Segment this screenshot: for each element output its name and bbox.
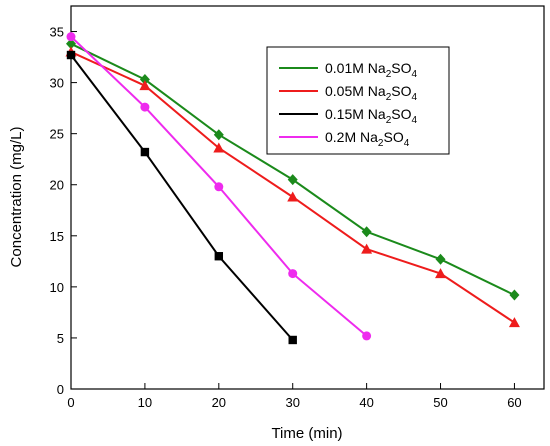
data-point bbox=[139, 74, 150, 86]
legend-text: 0.15M Na bbox=[325, 106, 386, 122]
data-point bbox=[139, 80, 151, 91]
series-layer bbox=[65, 32, 520, 345]
data-point bbox=[214, 252, 224, 261]
data-point bbox=[509, 289, 520, 301]
y-axis: 0 5 10 15 20 25 30 35 bbox=[50, 25, 77, 397]
series-line bbox=[70, 54, 294, 341]
y-tick-label: 10 bbox=[50, 280, 64, 295]
legend-subscript: 2 bbox=[386, 115, 392, 126]
x-tick-label: 0 bbox=[67, 395, 74, 410]
legend-subscript: 4 bbox=[404, 138, 410, 149]
x-tick-label: 50 bbox=[433, 395, 447, 410]
x-axis-title: Time (min) bbox=[271, 425, 342, 442]
data-point bbox=[287, 174, 298, 186]
data-point bbox=[213, 142, 225, 153]
data-point bbox=[361, 243, 373, 254]
y-tick-label: 25 bbox=[50, 127, 64, 142]
legend-subscript: 4 bbox=[412, 115, 418, 126]
data-point bbox=[288, 335, 297, 345]
data-point bbox=[66, 50, 76, 60]
y-tick-label: 30 bbox=[50, 76, 64, 91]
legend-label: 0.05M Na2SO4 bbox=[325, 83, 418, 103]
legend-text: 0.05M Na bbox=[325, 83, 386, 99]
legend-text: SO bbox=[391, 83, 411, 99]
y-tick-label: 35 bbox=[50, 25, 64, 40]
series bbox=[66, 38, 520, 301]
legend-label: 0.2M Na2SO4 bbox=[325, 129, 410, 149]
legend-label: 0.15M Na2SO4 bbox=[325, 106, 418, 126]
legend-subscript: 4 bbox=[412, 92, 418, 103]
legend-text: 0.01M Na bbox=[325, 60, 386, 76]
data-point bbox=[213, 129, 224, 141]
data-point bbox=[361, 226, 372, 238]
legend-text: 0.2M Na bbox=[325, 129, 378, 145]
y-tick-label: 15 bbox=[50, 229, 64, 244]
data-point bbox=[435, 268, 447, 279]
legend-text: SO bbox=[383, 129, 403, 145]
legend-text: SO bbox=[391, 60, 411, 76]
legend-subscript: 2 bbox=[386, 69, 392, 80]
legend-label: 0.01M Na2SO4 bbox=[325, 60, 418, 80]
data-point bbox=[508, 317, 520, 328]
data-point bbox=[288, 269, 298, 279]
data-point bbox=[66, 32, 76, 42]
series bbox=[66, 50, 297, 345]
x-tick-label: 40 bbox=[359, 395, 373, 410]
data-point bbox=[362, 331, 372, 341]
plot-frame bbox=[70, 5, 545, 390]
y-axis-title: Concentration (mg/L) bbox=[8, 127, 25, 268]
y-tick-label: 0 bbox=[57, 382, 64, 397]
x-axis: 0 10 20 30 40 50 60 bbox=[67, 383, 522, 410]
legend-text: SO bbox=[391, 106, 411, 122]
x-tick-label: 20 bbox=[212, 395, 226, 410]
y-tick-label: 5 bbox=[57, 331, 64, 346]
data-point bbox=[214, 182, 224, 192]
series bbox=[66, 32, 372, 341]
legend-subscript: 2 bbox=[378, 138, 384, 149]
legend-subscript: 4 bbox=[412, 69, 418, 80]
data-point bbox=[66, 38, 76, 50]
x-tick-label: 30 bbox=[285, 395, 299, 410]
data-point bbox=[435, 253, 446, 265]
x-tick-label: 10 bbox=[138, 395, 152, 410]
x-tick-label: 60 bbox=[507, 395, 521, 410]
legend-subscript: 2 bbox=[386, 92, 392, 103]
data-point bbox=[140, 102, 150, 112]
data-point bbox=[140, 147, 150, 157]
data-point bbox=[287, 191, 299, 202]
y-tick-label: 20 bbox=[50, 178, 64, 193]
